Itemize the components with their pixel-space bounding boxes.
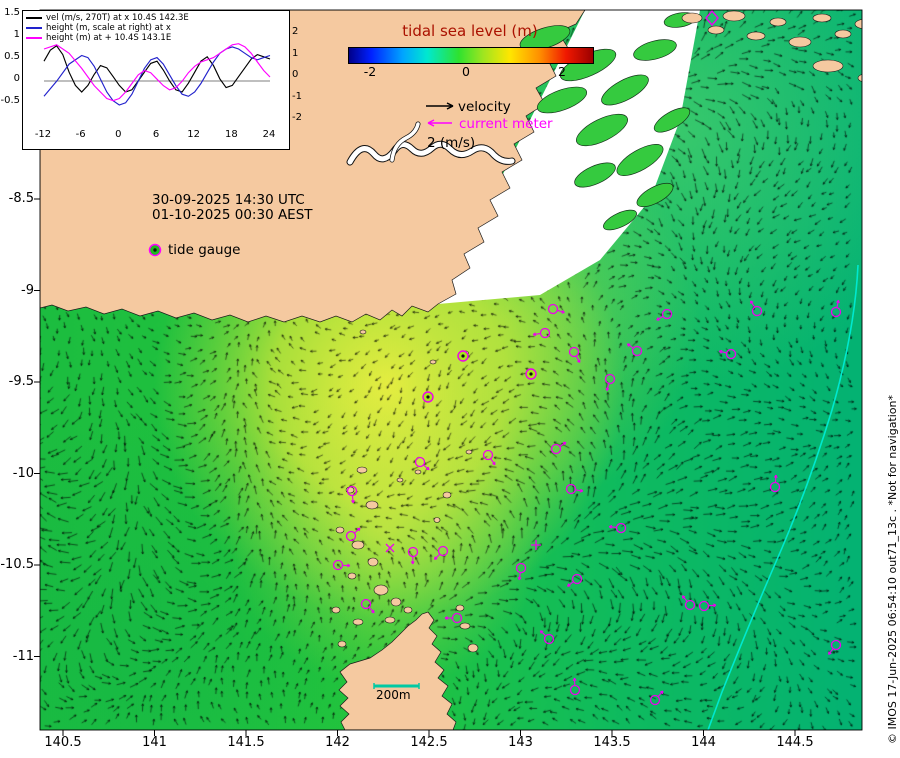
x-tick-label: 142: [325, 735, 350, 750]
inset-series: [43, 43, 271, 102]
inset-series: [43, 45, 271, 93]
inset-curves: [43, 43, 271, 106]
x-tick-label: 141.5: [227, 735, 265, 750]
legend-line-icon: [26, 17, 42, 19]
scalebar: [373, 683, 420, 689]
axis-ticks: [34, 198, 796, 736]
inset-label: -0.5: [0, 95, 20, 106]
inset-legend-entry: vel (m/s, 270T) at x 10.4S 142.3E: [26, 13, 189, 23]
y-tick-label: -9.5: [8, 374, 34, 389]
inset-label: -2: [292, 112, 302, 123]
y-tick-label: -10: [12, 465, 34, 481]
inset-label: 6: [152, 129, 160, 140]
colorbar-tick-label: 0: [462, 64, 470, 79]
inset-label: 1.5: [4, 7, 20, 18]
timestamp-local: 01-10-2025 00:30 AEST: [152, 207, 313, 223]
inset-label: 2: [292, 26, 299, 37]
x-tick-label: 144: [691, 735, 716, 750]
inset-chart: 1.5 1 0.5 0 -0.5 2 1 0 -1 -2 -12 -6 0 6 12 18 24 vel (m/s…: [0, 4, 314, 152]
inset-label: -12: [34, 129, 52, 140]
inset-label: 0: [13, 73, 20, 84]
northeast-coast-islands: [681, 10, 862, 83]
depth-contour: [707, 264, 859, 730]
inset-label: -6: [75, 129, 86, 140]
velocity-legend-label: velocity: [458, 99, 511, 115]
colorbar-tick-label: -2: [363, 64, 377, 79]
timestamp-utc: 30-09-2025 14:30 UTC: [152, 192, 305, 208]
map-frame: [39, 9, 863, 731]
inset-label: -1: [292, 90, 302, 102]
credit-text: © IMOS 17-Jun-2025 06:54:10 out71_13c . …: [886, 394, 899, 744]
tide-gauge-legend-label: tide gauge: [168, 242, 241, 258]
inset-series: [43, 46, 271, 106]
cape-york: [338, 611, 457, 730]
inset-legend-label: height (m, scale at right) at x: [46, 23, 171, 33]
inset-label: 1: [13, 29, 20, 40]
legend-line-icon: [26, 37, 42, 39]
velocity-scale-label: 2 (m/s): [427, 135, 476, 151]
strait-islands: [331, 329, 479, 653]
colorbar-title: tidal sea level (m): [402, 22, 538, 40]
inset-label: 24: [262, 129, 276, 140]
inset-legend-label: vel (m/s, 270T) at x 10.4S 142.3E: [46, 13, 189, 23]
x-tick-label: 143.5: [593, 735, 631, 750]
inset-label: 0: [115, 129, 122, 140]
legend-line-icon: [26, 27, 42, 29]
inset-label: 0.5: [4, 51, 20, 62]
y-tick-label: -10.5: [0, 557, 34, 572]
current-meter-arrow-icon: [427, 119, 452, 127]
scalebar-label: 200m: [376, 688, 411, 702]
x-tick-label: 142.5: [410, 735, 448, 750]
x-tick-label: 143: [508, 735, 533, 750]
inset-label: 0: [292, 69, 299, 80]
inset-label: 18: [224, 129, 238, 140]
colorbar-tick-label: 2: [558, 64, 566, 79]
y-tick-label: -8.5: [8, 191, 34, 206]
current-meter-legend-label: current meter: [459, 116, 553, 132]
inset-legend-label: height (m) at + 10.4S 143.1E: [46, 33, 172, 43]
tide-gauge-icon: [148, 243, 162, 257]
inset-plot-area: [22, 10, 290, 150]
river: [346, 121, 516, 166]
y-tick-label: -9: [21, 282, 34, 298]
inset-label: 1: [292, 47, 299, 59]
inset-legend-entry: height (m, scale at right) at x: [26, 23, 171, 33]
inset-legend-entry: height (m) at + 10.4S 143.1E: [26, 33, 171, 43]
x-tick-label: 140.5: [44, 735, 82, 750]
x-tick-label: 144.5: [776, 735, 814, 750]
colorbar-ticks: -2 0 2: [348, 64, 592, 80]
y-tick-label: -11: [12, 648, 34, 664]
inset-label: 12: [187, 129, 201, 140]
velocity-arrow-icon: [426, 102, 454, 110]
colorbar: [348, 47, 594, 64]
x-tick-label: 141: [142, 735, 167, 750]
delta-islands: [519, 12, 697, 231]
station-markers: [332, 10, 842, 706]
